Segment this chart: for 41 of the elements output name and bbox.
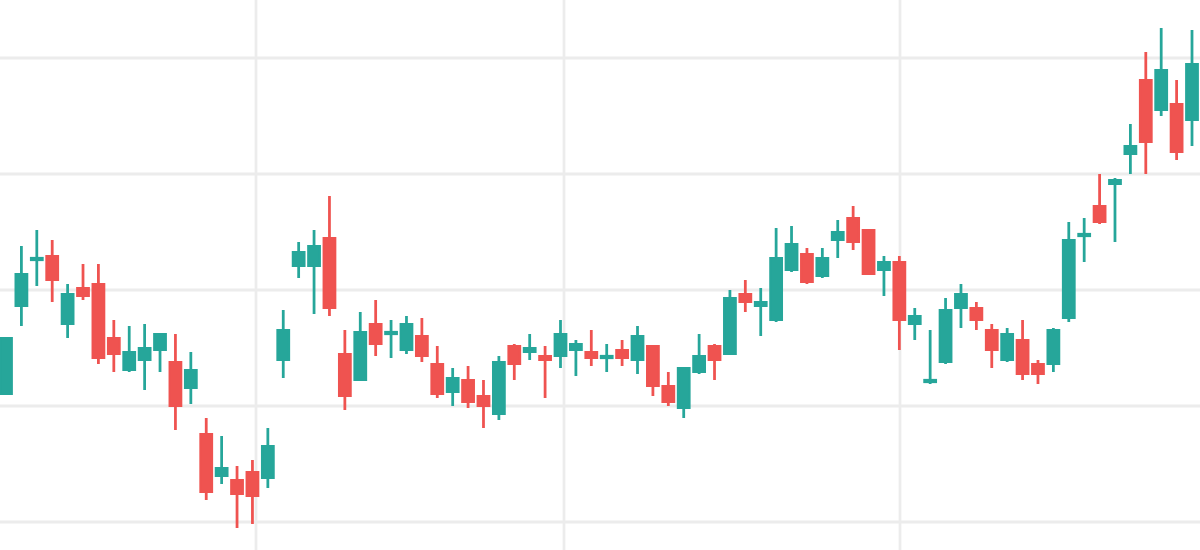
candlestick xyxy=(1108,176,1122,244)
candlestick xyxy=(630,324,645,376)
candlestick xyxy=(969,300,984,332)
candlestick xyxy=(1000,326,1015,364)
candlestick xyxy=(29,228,44,288)
candlestick xyxy=(414,316,429,364)
candlestick xyxy=(1046,326,1061,374)
candlestick xyxy=(800,246,814,286)
candlestick xyxy=(923,328,938,386)
candlestick xyxy=(1169,78,1184,162)
candlestick xyxy=(45,238,60,304)
candlestick xyxy=(368,298,383,358)
candlestick xyxy=(337,328,352,412)
candlestick xyxy=(707,342,722,382)
candlestick xyxy=(830,218,845,260)
candlestick xyxy=(1077,216,1092,264)
candlestick xyxy=(1123,122,1138,176)
candlestick xyxy=(954,282,968,330)
candlestick xyxy=(168,332,183,432)
candlestick xyxy=(984,322,999,370)
candlestick xyxy=(430,344,445,400)
candlestick xyxy=(815,246,830,280)
candlestick xyxy=(584,328,599,368)
candlestick xyxy=(1092,172,1107,226)
candlestick xyxy=(260,426,275,490)
candlestick xyxy=(353,310,368,382)
candlestick xyxy=(445,366,460,408)
candlestick xyxy=(507,342,522,382)
candlestick xyxy=(538,344,552,400)
candlestick xyxy=(738,278,753,314)
candlestick xyxy=(615,338,629,368)
candlestick xyxy=(276,308,291,380)
candlestick xyxy=(214,434,229,486)
candlestick xyxy=(1154,26,1169,118)
candlestick xyxy=(14,244,29,328)
candlestick xyxy=(60,282,75,340)
candlestick xyxy=(522,332,537,362)
candlestick xyxy=(183,350,198,406)
candlestick xyxy=(877,254,891,298)
candlestick xyxy=(907,306,922,342)
candlestick xyxy=(599,342,614,374)
